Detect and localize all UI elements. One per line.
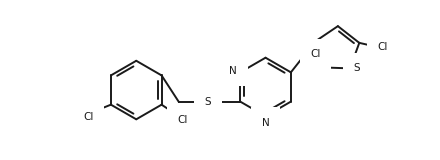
Text: Cl: Cl [310,49,320,59]
Text: S: S [354,63,360,73]
Text: N: N [262,118,269,128]
Text: N: N [229,66,237,76]
Text: Cl: Cl [177,116,187,125]
Text: Cl: Cl [84,112,94,122]
Text: S: S [205,97,211,107]
Text: Cl: Cl [378,42,388,52]
